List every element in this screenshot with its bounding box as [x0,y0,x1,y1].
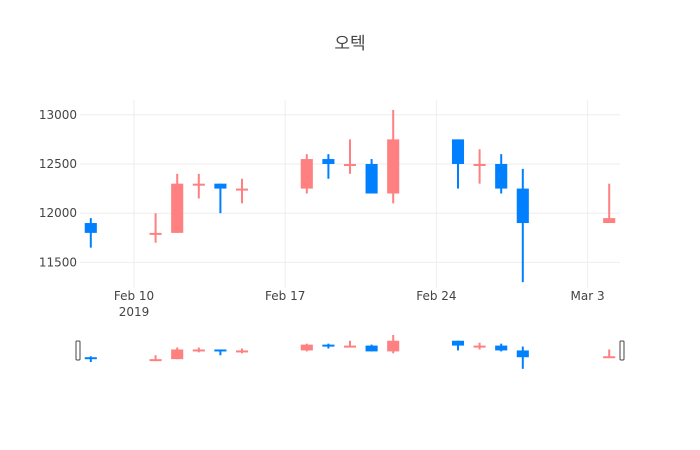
candle[interactable] [516,168,529,283]
x-tick-label: Feb 17 [265,289,305,303]
candle[interactable] [451,139,465,189]
grid [80,100,620,288]
chart-title: 오텍 [334,34,365,54]
candle[interactable] [322,154,335,179]
y-tick-label: 11500 [39,255,77,269]
candle[interactable] [473,149,486,184]
candle[interactable] [171,173,184,233]
range-slider-candle[interactable] [149,355,162,362]
range-slider-candle[interactable] [235,348,249,354]
y-tick-label: 12500 [39,157,77,171]
y-axis: 11500 12000 12500 13000 [39,108,77,270]
candle[interactable] [214,183,227,214]
x-tick-label: Mar 3 [571,289,605,303]
candle[interactable] [603,183,616,224]
candle[interactable] [387,109,400,204]
range-slider-candle[interactable] [300,343,313,352]
candle[interactable] [192,173,205,199]
x-tick-label: Feb 10 [114,289,154,303]
candle[interactable] [495,154,508,194]
range-slider[interactable] [75,334,625,369]
range-slider-candle[interactable] [84,356,97,363]
candle[interactable] [365,159,378,194]
range-slider-candle[interactable] [365,344,378,352]
x-axis: Feb 10 2019 Feb 17 Feb 24 Mar 3 [114,289,605,319]
x-tick-sublabel: 2019 [119,305,150,319]
range-slider-candle[interactable] [322,343,335,349]
candle[interactable] [149,213,162,243]
range-slider-candle[interactable] [343,340,357,348]
y-tick-label: 13000 [39,108,77,122]
range-slider-candle[interactable] [192,347,205,353]
range-slider-candle[interactable] [171,347,184,360]
range-slider-candle[interactable] [387,334,400,354]
range-slider-candle[interactable] [495,343,508,352]
x-tick-label: Feb 24 [416,289,456,303]
range-slider-candle[interactable] [603,349,616,359]
candle[interactable] [343,139,357,174]
range-slider-candle[interactable] [214,349,227,356]
range-slider-candle[interactable] [451,340,465,351]
range-slider-candle[interactable] [516,346,529,369]
range-slider-left-handle[interactable] [75,340,81,361]
candles[interactable] [84,109,616,283]
range-slider-candle[interactable] [473,342,486,350]
candle[interactable] [84,218,97,248]
candle[interactable] [235,178,249,204]
candle[interactable] [300,154,313,194]
y-tick-label: 12000 [39,206,77,220]
range-slider-right-handle[interactable] [619,340,625,361]
